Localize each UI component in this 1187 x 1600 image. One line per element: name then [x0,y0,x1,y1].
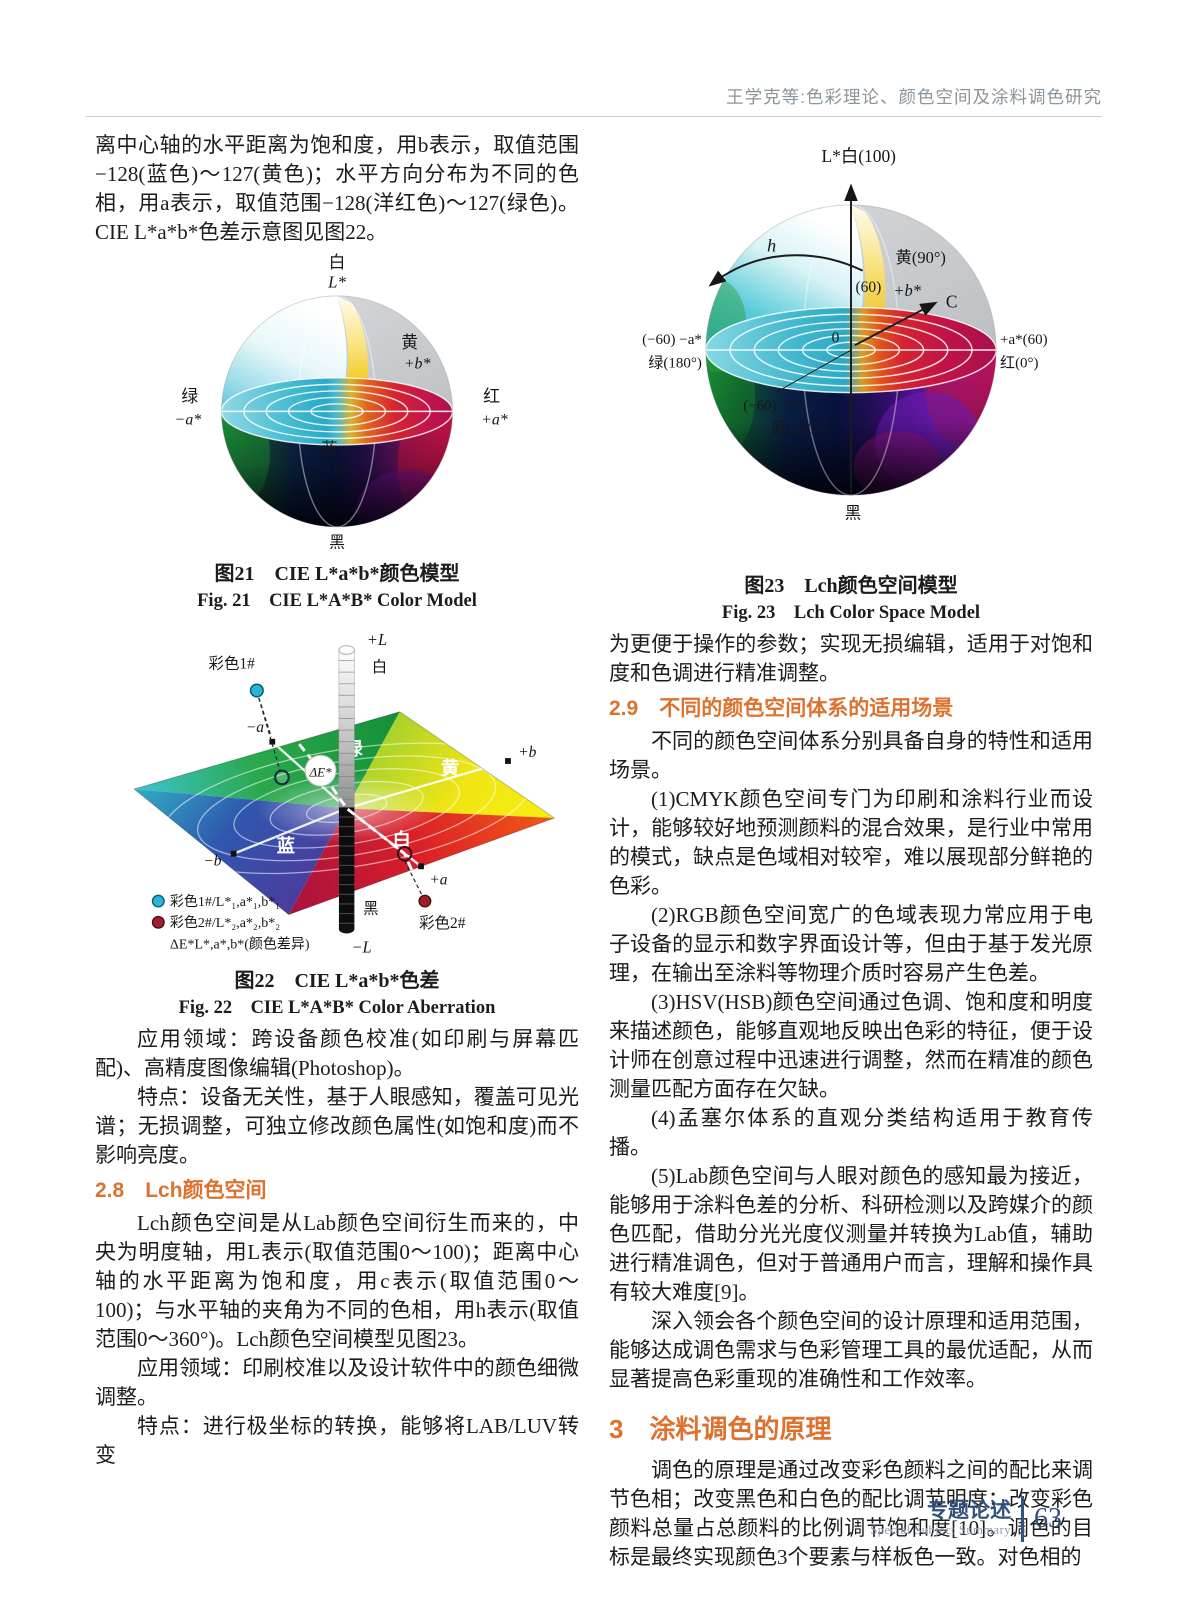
figure-23: L*白(100) h 黄(90°) (60) +b* C 0 (−60) −a*… [609,137,1093,626]
right-column: L*白(100) h 黄(90°) (60) +b* C 0 (−60) −a*… [609,131,1093,1572]
fig22-label-l-minus: −L [351,937,371,956]
para-item-rgb: (2)RGB颜色空间宽广的色域表现力常应用于电子设备的显示和数字界面设计等，但由… [609,903,1093,985]
fig21-label-a-minus: −a* [175,411,202,428]
left-column: 离中心轴的水平距离为饱和度，用b表示，取值范围−128(蓝色)～127(黄色)；… [95,131,579,1572]
footer-section-cn: 专题论述 [927,1499,1011,1522]
para-spaces-summary: 深入领会各个颜色空间的设计原理和适用范围，能够达成调色需求与色彩管理工具的最优适… [609,1309,1093,1391]
fig23-label-black: 黑 [845,503,861,522]
chroma-arrow [854,301,938,347]
fig22-label-b-minus: −b [203,852,221,869]
fig21-label-green: 绿 [181,387,198,406]
fig21-label-white: 白 [329,253,346,272]
fig22-caption-en: Fig. 22 CIE L*A*B* Color Aberration [178,998,496,1018]
header-rule [85,116,1102,117]
fig23-label-top: L*白(100) [822,146,897,166]
para-lab-ranges: 离中心轴的水平距离为饱和度，用b表示，取值范围−128(蓝色)～127(黄色)；… [95,133,579,244]
fig22-label-color1: 彩色1# [209,654,256,672]
fig22-legend: 彩色1#/L*₁,a*₁,b*₁ 彩色2#/L*₂,a*₂,b*₂ ΔE*L*,… [151,893,310,952]
para-spaces-intro: 不同的颜色空间体系分别具备自身的特性和适用场景。 [609,729,1093,782]
fig21-caption-cn: 图21 CIE L*a*b*颜色模型 [214,563,460,585]
legend-line-2: 彩色2#/L*₂,a*₂,b*₂ [170,914,280,931]
fig23-label-b-minus: (−60) −b* [743,398,804,414]
fig23-caption-cn: 图23 Lch颜色空间模型 [744,575,958,597]
para-item-hsv: (3)HSV(HSB)颜色空间通过色调、饱和度和明度来描述颜色，能够直观地反映出… [609,990,1093,1101]
fig23-label-a-minus: (−60) −a* [642,332,702,348]
fig23-label-a-plus: +a*(60) [1000,332,1048,348]
para-lch-features: 特点：进行极坐标的转换，能够将LAB/LUV转变 [95,1414,579,1467]
fig22-label-b-plus: +b [518,744,536,761]
fig21-label-black: 黑 [329,534,345,551]
para-item-lab: (5)Lab颜色空间与人眼对颜色的感知最为接近，能够用于涂料色差的分析、科研检测… [609,1164,1093,1304]
fig22-label-yellow: 黄 [441,758,459,779]
fig21-label-red: 红 [483,387,500,406]
fig23-label-c-axis: C [946,291,958,311]
fig22-label-a-minus: −a [246,719,264,736]
projection-point-1 [274,769,290,786]
lightness-rod [338,645,355,934]
axis-dots [230,738,511,870]
fig21-label-yellow: 黄 [401,333,418,352]
heading-2-8: 2.8 Lch颜色空间 [95,1179,267,1202]
lch-color-model-image: L*白(100) h 黄(90°) (60) +b* C 0 (−60) −a*… [642,146,1048,522]
fig23-label-zero: 0 [832,329,840,346]
fig23-label-red: 红(0°) [1000,354,1039,371]
heading-3: 3 涂料调色的原理 [609,1414,832,1444]
legend-line-3: ΔE*L*,a*,b*(颜色差异) [170,935,310,952]
figure-22: 绿 黄 蓝 白 −a +b −b +a [95,620,579,1021]
para-lab-applications: 应用领域：跨设备颜色校准(如印刷与屏幕匹配)、高精度图像编辑(Photoshop… [95,1027,579,1080]
hue-arrow [708,254,864,287]
fig21-label-b-plus: +b* [404,356,431,373]
fig21-label-blue: 蓝 [322,440,338,458]
color2-dot [418,894,432,908]
fig23-label-b-plus: +b* [893,281,921,300]
para-tinting-principle: 调色的原理是通过改变彩色颜料之间的配比来调节色相；改变黑色和白色的配比调节明度；… [609,1458,1093,1569]
fig22-label-white-top: 白 [372,658,387,676]
projection-point-2 [396,845,413,862]
para-lch-applications: 应用领域：印刷校准以及设计软件中的颜色细微调整。 [95,1356,579,1409]
fig22-caption-cn: 图22 CIE L*a*b*色差 [234,970,440,992]
fig23-label-yellow: 黄(90°) [895,248,945,267]
lab-aberration-image: 绿 黄 蓝 白 −a +b −b +a [133,630,556,956]
fig21-label-l-axis: L* [327,272,346,291]
figure-21: 白 L* 黄 +b* 绿 −a* 红 +a* 蓝 −b* 黑 图21 CIE L… [95,253,579,614]
running-title: 王学克等:色彩理论、颜色空间及涂料调色研究 [726,87,1102,107]
fig23-label-blue: 蓝(270°) [771,419,826,437]
fig23-caption-en: Fig. 23 Lch Color Space Model [721,603,981,623]
heading-2-9: 2.9 不同的颜色空间体系的适用场景 [609,697,954,720]
fig22-label-white-plane: 白 [393,829,411,850]
fig22-label-l-plus: +L [367,630,387,649]
fig22-label-a-plus: +a [429,872,447,889]
para-lch-definition: Lch颜色空间是从Lab颜色空间衍生而来的，中央为明度轴，用L表示(取值范围0～… [95,1211,579,1351]
fig21-label-a-plus: +a* [481,411,508,428]
para-lch-continuation: 为更便于操作的参数；实现无损编辑，适用于对饱和度和色调进行精准调整。 [609,632,1093,685]
fig23-label-green: 绿(180°) [648,354,702,371]
fig21-caption-en: Fig. 21 CIE L*A*B* Color Model [197,591,477,611]
fig22-label-color2: 彩色2# [419,914,466,932]
page-number: 63 [1034,1503,1062,1534]
legend-line-1: 彩色1#/L*₁,a*₁,b*₁ [170,893,280,910]
fig22-label-delta-e: ΔE* [309,764,333,779]
para-lab-features: 特点：设备无关性，基于人眼感知，覆盖可见光谱；无损调整，可独立修改颜色属性(如饱… [95,1085,579,1167]
fig22-label-blue: 蓝 [277,835,295,856]
footer-section-en: Special Subject Summary [870,1523,1011,1537]
fig21-label-b-minus: −b* [324,464,349,480]
footer-divider [1021,1496,1024,1542]
para-item-munsell: (4)孟塞尔体系的直观分类结构适用于教育传播。 [609,1106,1093,1159]
delta-e-circle [304,754,337,787]
ab-plane [133,711,556,916]
page-body: 离中心轴的水平距离为饱和度，用b表示，取值范围−128(蓝色)～127(黄色)；… [95,131,1093,1572]
lab-color-model-image: 白 L* 黄 +b* 绿 −a* 红 +a* 蓝 −b* 黑 [175,253,508,552]
page-footer: 专题论述 Special Subject Summary 63 [870,1496,1062,1542]
fig22-label-black: 黑 [363,901,378,918]
color1-dot [249,683,264,698]
para-item-cmyk: (1)CMYK颜色空间专门为印刷和涂料行业而设计，能够较好地预测颜料的混合效果，… [609,787,1093,898]
fig23-label-h: h [767,235,776,255]
fig23-label-sixty: (60) [856,279,882,296]
